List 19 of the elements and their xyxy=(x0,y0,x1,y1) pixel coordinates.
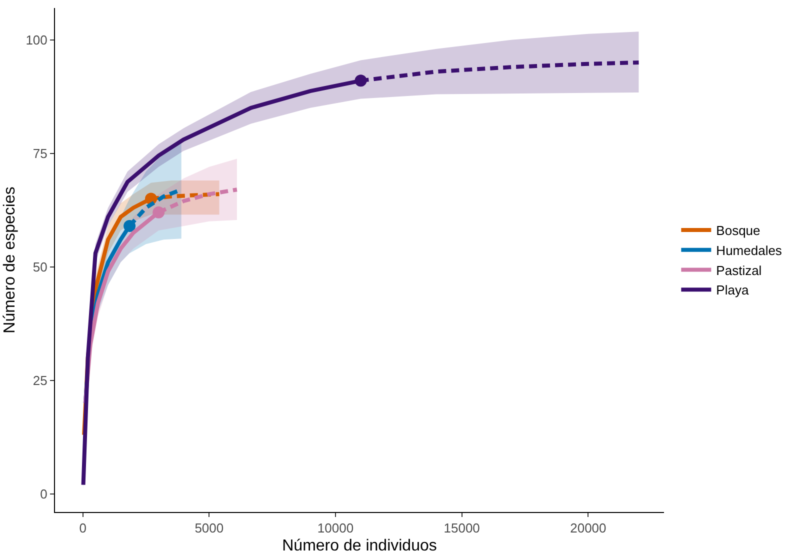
legend-label: Humedales xyxy=(716,242,782,258)
x-tick-label: 20000 xyxy=(570,520,606,536)
legend-label: Pastizal xyxy=(716,262,762,278)
x-tick-label: 10000 xyxy=(317,520,354,536)
legend-label: Bosque xyxy=(716,223,760,238)
point xyxy=(152,206,165,218)
x-tick-label: 5000 xyxy=(194,520,224,536)
y-tick-label: 75 xyxy=(32,146,48,161)
point xyxy=(354,74,367,87)
y-tick-label: 25 xyxy=(32,372,48,388)
x-axis-title: Número de individuos xyxy=(282,537,437,554)
x-tick-label: 15000 xyxy=(444,520,480,536)
point xyxy=(124,220,136,232)
legend-label: Playa xyxy=(716,282,750,298)
y-axis-title: Número de especies xyxy=(2,186,19,334)
x-tick-label: 0 xyxy=(79,520,86,536)
y-tick-label: 50 xyxy=(32,259,48,274)
y-tick-label: 0 xyxy=(40,486,48,502)
y-tick-label: 100 xyxy=(26,32,48,48)
